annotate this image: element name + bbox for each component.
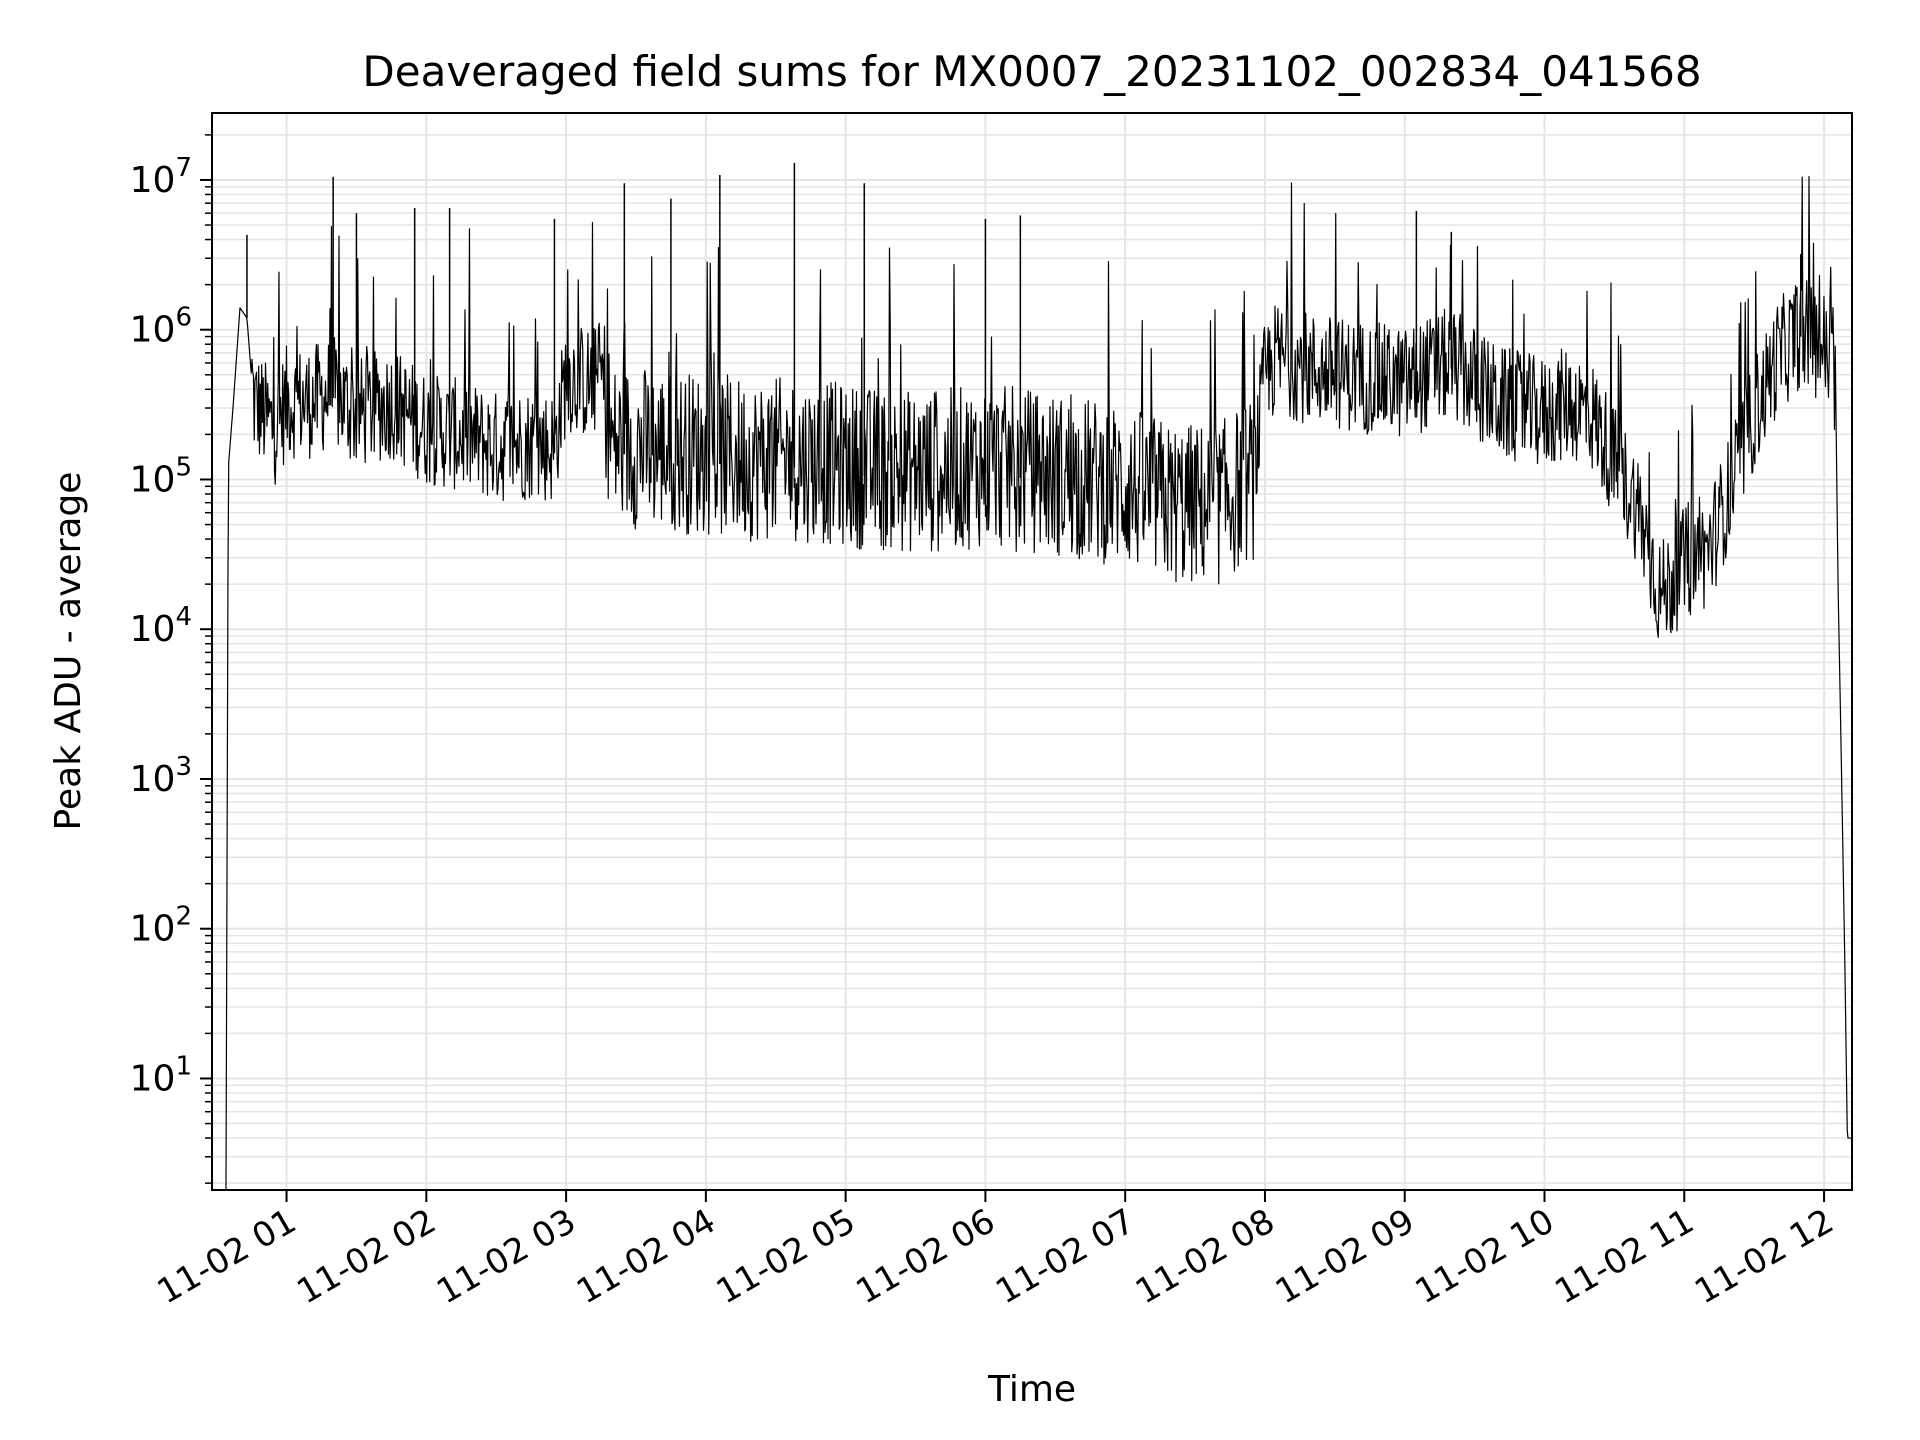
y-tick-label: 105 — [130, 452, 192, 500]
y-tick-label: 106 — [130, 303, 192, 351]
y-axis-label: Peak ADU - average — [48, 472, 89, 831]
plot-area — [225, 162, 1852, 1191]
y-tick-label: 102 — [130, 902, 192, 950]
grid — [212, 113, 1852, 1190]
y-tick-label: 103 — [130, 752, 192, 800]
y-axis: 101 102 103 104 105 106 107 — [130, 134, 212, 1184]
y-tick-label: 101 — [130, 1051, 192, 1099]
y-tick-label: 107 — [130, 153, 192, 201]
chart-title: Deaveraged field sums for MX0007_2023110… — [362, 47, 1701, 96]
y-tick-label: 104 — [130, 602, 192, 650]
plot-frame — [211, 112, 1853, 1191]
series-line — [225, 176, 1852, 1191]
x-axis-label: Time — [987, 1369, 1076, 1410]
